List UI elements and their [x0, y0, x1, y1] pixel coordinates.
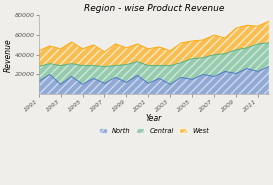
- Y-axis label: Revenue: Revenue: [4, 38, 13, 72]
- Legend: North, Central, West: North, Central, West: [96, 125, 212, 137]
- X-axis label: Year: Year: [146, 114, 162, 123]
- Title: Region - wise Product Revenue: Region - wise Product Revenue: [84, 4, 224, 13]
